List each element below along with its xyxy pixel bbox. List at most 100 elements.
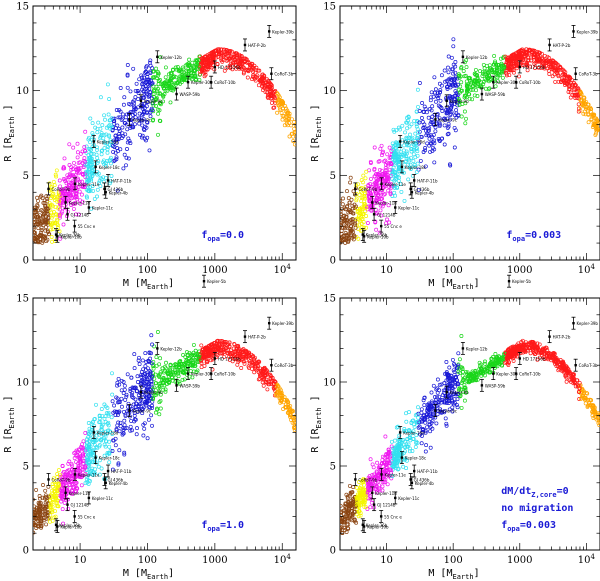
- population-point: [364, 225, 368, 230]
- population-point: [110, 432, 115, 436]
- population-point: [100, 148, 105, 153]
- population-point: [134, 81, 139, 86]
- population-point: [82, 145, 87, 150]
- population-point: [102, 113, 107, 118]
- population-point: [362, 225, 366, 230]
- population-point: [84, 477, 89, 482]
- population-point: [460, 88, 465, 93]
- population-point: [151, 84, 156, 89]
- population-point: [210, 50, 215, 54]
- population-point: [228, 56, 233, 61]
- population-point: [110, 125, 115, 130]
- population-point: [218, 56, 223, 61]
- population-point: [258, 75, 263, 80]
- population-point: [141, 82, 146, 87]
- population-point: [277, 396, 282, 401]
- synthetic-population: [340, 37, 600, 245]
- population-point: [156, 71, 161, 76]
- population-point: [393, 160, 398, 165]
- population-point: [351, 211, 355, 216]
- planet-marker: [94, 165, 97, 169]
- population-point: [184, 70, 189, 75]
- population-point: [440, 136, 445, 141]
- population-point: [344, 238, 349, 243]
- population-point: [341, 196, 345, 201]
- population-point: [103, 161, 108, 166]
- population-point: [204, 353, 209, 357]
- population-point: [40, 503, 45, 508]
- population-point: [437, 116, 442, 121]
- population-point: [249, 67, 254, 72]
- population-point: [132, 352, 137, 357]
- population-point: [110, 399, 115, 404]
- population-point: [265, 368, 270, 373]
- population-point: [95, 126, 100, 131]
- y-axis-label-sub: Earth: [315, 116, 323, 137]
- population-point: [34, 526, 39, 530]
- population-point: [419, 134, 424, 139]
- population-point: [446, 121, 451, 126]
- population-point: [91, 188, 96, 193]
- population-point: [130, 394, 135, 399]
- population-point: [542, 65, 547, 70]
- planet-marker: [186, 81, 190, 84]
- population-point: [144, 392, 149, 397]
- population-point: [149, 389, 154, 394]
- population-point: [232, 342, 237, 346]
- population-point: [112, 138, 117, 143]
- population-point: [158, 102, 163, 107]
- population-point: [110, 371, 114, 376]
- population-point: [197, 54, 202, 59]
- population-point: [105, 82, 110, 87]
- population-point: [190, 352, 195, 357]
- population-point: [36, 222, 41, 227]
- planet-marker: [445, 99, 448, 103]
- planet-marker: [54, 523, 58, 526]
- y-tick-label: 10: [16, 378, 29, 389]
- population-point: [161, 86, 166, 91]
- population-point: [56, 468, 61, 473]
- population-point: [514, 56, 519, 60]
- population-point: [155, 88, 160, 93]
- annotation-sub: opa: [512, 235, 525, 243]
- population-point: [199, 56, 204, 61]
- population-point: [250, 62, 255, 66]
- population-point: [286, 409, 291, 414]
- x-tick-label: 100: [138, 265, 157, 276]
- population-point: [163, 389, 168, 394]
- population-point: [377, 200, 382, 204]
- population-point: [54, 212, 59, 217]
- population-point: [145, 99, 150, 104]
- population-point: [220, 59, 225, 64]
- population-point: [43, 505, 48, 510]
- population-point: [105, 431, 110, 436]
- population-point: [118, 424, 123, 429]
- population-point: [50, 488, 55, 493]
- population-point: [144, 91, 149, 96]
- population-point: [349, 228, 354, 233]
- population-point: [86, 421, 91, 425]
- population-point: [362, 190, 367, 195]
- population-point: [544, 59, 549, 64]
- population-point: [144, 125, 149, 130]
- population-point: [222, 354, 227, 359]
- population-point: [399, 152, 404, 157]
- population-point: [340, 209, 343, 214]
- population-point: [397, 159, 401, 164]
- planet-label: Kepler-11c: [92, 206, 113, 211]
- planet-marker: [514, 81, 518, 84]
- population-point: [78, 151, 83, 156]
- population-point: [361, 173, 366, 178]
- population-point: [439, 83, 444, 88]
- population-point: [369, 208, 374, 213]
- population-point: [126, 401, 131, 406]
- population-point: [275, 392, 279, 397]
- population-point: [68, 193, 72, 198]
- population-point: [97, 416, 102, 421]
- population-point: [502, 64, 506, 69]
- population-point: [85, 175, 90, 180]
- population-point: [237, 52, 242, 57]
- population-point: [119, 396, 124, 401]
- population-point: [463, 121, 468, 126]
- population-point: [235, 362, 240, 367]
